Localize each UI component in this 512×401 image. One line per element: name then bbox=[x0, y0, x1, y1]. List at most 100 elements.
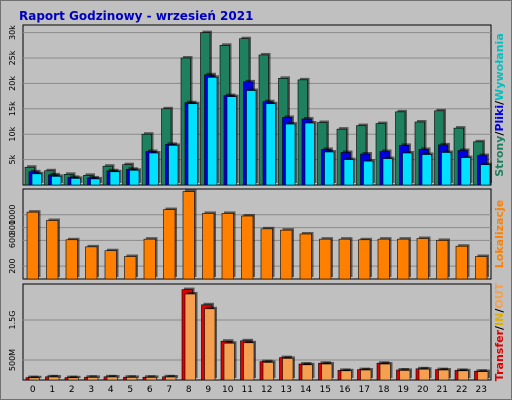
out-bar-23 bbox=[477, 369, 490, 381]
out-bar-12-face bbox=[262, 362, 274, 381]
out-bar-4-face bbox=[106, 376, 118, 381]
y-tick-label-1-0: 200 bbox=[8, 259, 17, 274]
out-bar-9 bbox=[204, 306, 217, 381]
lokalizacje-bar-11-face bbox=[241, 215, 254, 280]
lokalizacje-bar-5-face bbox=[124, 256, 137, 280]
x-tick-label-10: 10 bbox=[222, 385, 234, 395]
lokalizacje-bar-0-face bbox=[26, 211, 39, 280]
wywolania-bar-7-face bbox=[168, 145, 179, 186]
x-tick-label-6: 6 bbox=[147, 385, 153, 395]
out-bar-12 bbox=[262, 360, 276, 381]
x-tick-label-11: 11 bbox=[242, 385, 253, 395]
wywolania-bar-15-face bbox=[324, 151, 335, 186]
out-bar-22-face bbox=[457, 370, 469, 381]
out-bar-3 bbox=[87, 375, 100, 381]
x-tick-label-0: 0 bbox=[30, 385, 36, 395]
x-tick-label-22: 22 bbox=[456, 385, 467, 395]
wywolania-bar-13 bbox=[285, 122, 297, 186]
lokalizacje-bar-13 bbox=[280, 228, 294, 280]
legend-locations: Lokalizacje bbox=[493, 200, 506, 268]
lokalizacje-bar-8 bbox=[182, 189, 197, 280]
out-bar-10 bbox=[223, 341, 237, 381]
x-tick-label-15: 15 bbox=[320, 385, 331, 395]
out-bar-11 bbox=[243, 340, 256, 381]
y-tick-label-0-0: 5k bbox=[8, 154, 17, 164]
x-tick-label-8: 8 bbox=[186, 385, 192, 395]
out-bar-8 bbox=[184, 292, 198, 381]
lokalizacje-bar-4 bbox=[104, 248, 119, 280]
y-tick-label-2-0: 500M bbox=[8, 349, 17, 371]
wywolania-bar-22-face bbox=[460, 157, 471, 186]
wywolania-bar-14-face bbox=[304, 122, 315, 186]
wywolania-bar-2-face bbox=[70, 178, 81, 186]
x-tick-label-3: 3 bbox=[88, 385, 94, 395]
y-tick-label-1-1: 600 bbox=[8, 233, 17, 248]
lokalizacje-bar-22 bbox=[455, 244, 470, 280]
lokalizacje-bar-16 bbox=[338, 237, 353, 280]
x-tick-label-13: 13 bbox=[281, 385, 292, 395]
wywolania-bar-23 bbox=[480, 162, 492, 186]
locations-panel bbox=[22, 188, 492, 280]
y-tick-label-2-1: 1.5G bbox=[8, 311, 17, 330]
lokalizacje-bar-20 bbox=[416, 236, 431, 280]
wywolania-bar-8-face bbox=[187, 103, 198, 186]
legend-hits-part-0: Strony bbox=[493, 136, 506, 177]
lokalizacje-bar-7 bbox=[163, 207, 177, 280]
out-bar-16 bbox=[340, 368, 354, 381]
out-bar-9-face bbox=[204, 308, 216, 381]
lokalizacje-bar-13-face bbox=[280, 229, 293, 280]
out-bar-20 bbox=[418, 367, 432, 381]
wywolania-bar-16 bbox=[343, 157, 356, 186]
wywolania-bar-21 bbox=[441, 150, 453, 186]
wywolania-bar-15 bbox=[324, 149, 336, 186]
wywolania-bar-3-face bbox=[90, 178, 101, 186]
lokalizacje-bar-11 bbox=[241, 214, 255, 280]
out-bar-13 bbox=[282, 356, 295, 381]
y-tick-label-0-4: 25k bbox=[8, 50, 17, 65]
wywolania-bar-18-face bbox=[382, 158, 393, 186]
legend-hits-part-4: Wywołania bbox=[493, 33, 506, 101]
x-tick-label-5: 5 bbox=[127, 385, 133, 395]
wywolania-bar-0 bbox=[31, 171, 44, 186]
out-bar-22 bbox=[457, 368, 471, 381]
wywolania-bar-1-face bbox=[51, 176, 62, 186]
x-tick-label-4: 4 bbox=[108, 385, 114, 395]
transfer-panel bbox=[22, 283, 492, 381]
y-tick-label-0-5: 30k bbox=[8, 25, 17, 40]
legend-hits-part-2: Pliki bbox=[493, 105, 506, 132]
wywolania-bar-11 bbox=[246, 88, 258, 186]
out-bar-1-face bbox=[48, 376, 60, 381]
wywolania-bar-6 bbox=[148, 151, 161, 186]
lokalizacje-bar-0 bbox=[26, 210, 41, 280]
lokalizacje-bar-23 bbox=[475, 254, 489, 280]
x-tick-label-21: 21 bbox=[437, 385, 448, 395]
out-bar-21 bbox=[438, 368, 451, 381]
x-tick-label-23: 23 bbox=[476, 385, 487, 395]
wywolania-bar-2 bbox=[70, 176, 83, 186]
out-bar-10-face bbox=[223, 342, 235, 381]
out-bar-2-shadow bbox=[70, 375, 81, 378]
out-bar-1 bbox=[48, 375, 61, 381]
lokalizacje-bar-5 bbox=[124, 254, 138, 280]
wywolania-bar-5 bbox=[129, 168, 141, 186]
legend-transfer-part-1: / bbox=[493, 325, 506, 330]
legend-transfer-part-2: IN bbox=[493, 313, 506, 326]
lokalizacje-bar-7-face bbox=[163, 209, 176, 280]
lokalizacje-bar-3-face bbox=[85, 246, 98, 280]
wywolania-bar-16-face bbox=[343, 159, 354, 186]
wywolania-bar-6-face bbox=[148, 152, 159, 186]
y-tick-label-0-2: 15k bbox=[8, 101, 17, 116]
out-bar-5-shadow bbox=[128, 375, 139, 378]
out-bar-20-face bbox=[418, 368, 430, 381]
out-bar-2-face bbox=[67, 377, 79, 381]
out-bar-5-face bbox=[126, 377, 138, 381]
lokalizacje-bar-12-face bbox=[260, 228, 273, 280]
out-bar-0-shadow bbox=[31, 375, 42, 378]
lokalizacje-bar-10-face bbox=[221, 213, 234, 280]
lokalizacje-bar-16-face bbox=[338, 238, 351, 280]
y-tick-label-1-2: 800 bbox=[8, 220, 17, 235]
chart-title: Raport Godzinowy - wrzesień 2021 bbox=[19, 9, 253, 23]
out-bar-6-shadow bbox=[148, 375, 159, 378]
lokalizacje-bar-21 bbox=[436, 238, 450, 280]
out-bar-6 bbox=[145, 375, 159, 381]
